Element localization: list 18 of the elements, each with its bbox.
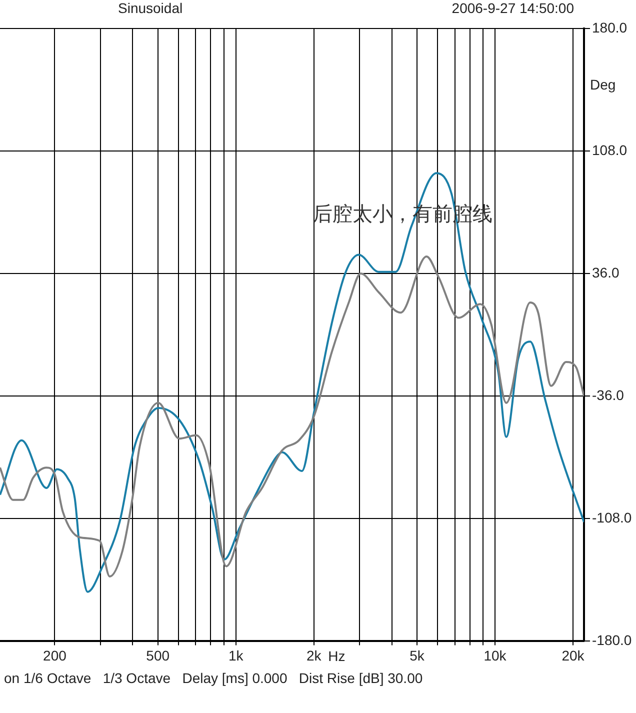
x-tick-label: 500 [146, 647, 170, 664]
x-axis-title: Hz [328, 648, 346, 664]
y-tick-label: -180.0 [592, 632, 632, 648]
y-tick-label: 36.0 [592, 264, 620, 280]
text: on 1/6 Octave 1/3 Octave Delay [ms] 0.000 Dist Rise [dB] 30.00 [3, 670, 424, 686]
y-tick-label: -36.0 [592, 386, 624, 403]
x-tick-label: 1k [228, 647, 244, 664]
x-tick-label: 20k [562, 647, 586, 664]
text: 2006-9-27 14:50:00 [452, 0, 574, 16]
x-tick-label: 200 [43, 647, 67, 664]
x-tick-label: 5k [410, 647, 426, 664]
y-tick-label: 180.0 [592, 19, 628, 36]
y-axis-title: Deg [590, 76, 616, 92]
x-tick-label: 10k [484, 647, 508, 664]
y-tick-label: 108.0 [592, 142, 628, 158]
x-tick-label: 2k [306, 647, 322, 664]
text: Sinusoidal [118, 0, 183, 16]
y-tick-label: -108.0 [592, 510, 632, 526]
